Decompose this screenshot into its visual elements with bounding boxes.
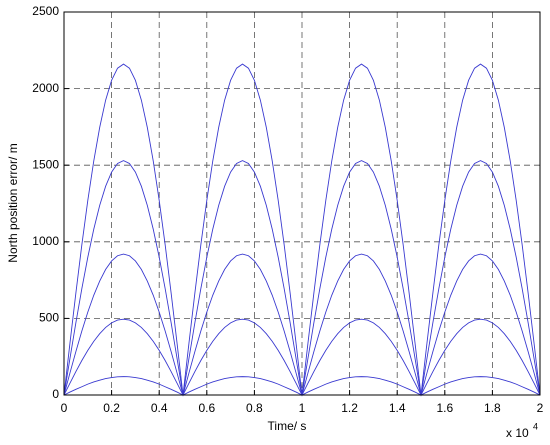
x-tick-label: 1.6 bbox=[436, 401, 453, 415]
y-tick-label: 1500 bbox=[32, 157, 59, 171]
x-axis-label: Time/ s bbox=[268, 419, 307, 433]
x-multiplier: x 10 bbox=[506, 426, 529, 440]
y-tick-label: 2500 bbox=[32, 4, 59, 18]
y-axis-label: North position error/ m bbox=[6, 143, 20, 262]
x-exponent: 4 bbox=[533, 421, 538, 431]
x-tick-label: 0.2 bbox=[103, 401, 120, 415]
x-tick-label: 1.2 bbox=[341, 401, 358, 415]
x-tick-label: 1 bbox=[299, 401, 306, 415]
x-tick-label: 1.4 bbox=[389, 401, 406, 415]
x-tick-label: 1.8 bbox=[484, 401, 501, 415]
x-tick-label: 0.6 bbox=[198, 401, 215, 415]
plot-frame bbox=[63, 11, 541, 396]
y-tick-label: 2000 bbox=[32, 81, 59, 95]
x-tick-label: 0 bbox=[61, 401, 68, 415]
y-tick-label: 0 bbox=[52, 387, 59, 401]
y-tick-label: 500 bbox=[39, 311, 59, 325]
x-tick-label: 2 bbox=[537, 401, 544, 415]
y-tick-label: 1000 bbox=[32, 234, 59, 248]
x-tick-label: 0.4 bbox=[151, 401, 168, 415]
x-tick-label: 0.8 bbox=[246, 401, 263, 415]
